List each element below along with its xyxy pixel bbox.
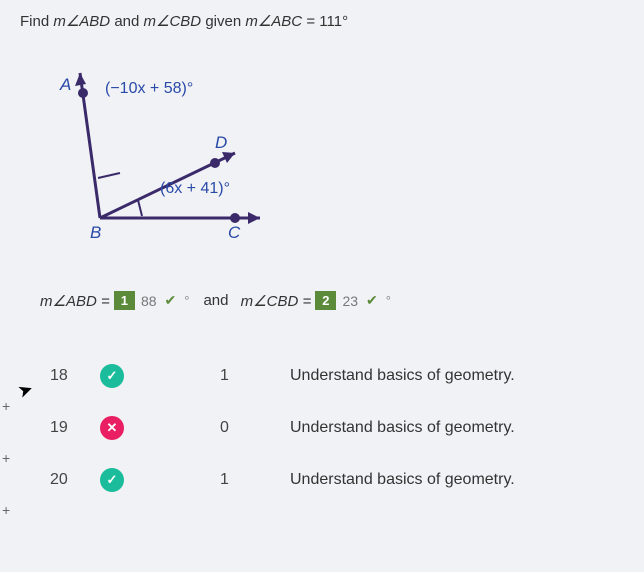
- label-b: B: [90, 223, 101, 242]
- q-value: 111°: [319, 13, 348, 30]
- angle-diagram: A B C D (−10x + 58)° (6x + 41)°: [50, 58, 290, 248]
- table-row[interactable]: 20 ✓ 1 Understand basics of geometry.: [20, 454, 624, 506]
- check-icon: ✔: [366, 292, 378, 309]
- q-eq: =: [306, 13, 315, 30]
- expand-icon[interactable]: +: [0, 432, 14, 484]
- q-angle1: m∠ABD: [53, 13, 110, 30]
- degree-symbol: °: [184, 293, 189, 308]
- score-value: 0: [220, 419, 290, 437]
- label-c: C: [228, 223, 241, 242]
- ans-val-2: 23: [342, 293, 358, 309]
- score-value: 1: [220, 367, 290, 385]
- topic-label: Understand basics of geometry.: [290, 471, 624, 489]
- ans-lhs2: m∠CBD =: [241, 292, 312, 310]
- correct-icon: ✓: [100, 468, 124, 492]
- check-icon: ✔: [165, 292, 177, 309]
- ans-num-2[interactable]: 2: [315, 291, 336, 310]
- question-number: 18: [20, 367, 100, 385]
- expand-icon[interactable]: +: [0, 484, 14, 536]
- correct-icon: ✓: [100, 364, 124, 388]
- ans-and: and: [203, 292, 228, 309]
- q-conj: and: [114, 13, 139, 30]
- q-angle2: m∠CBD: [144, 13, 202, 30]
- sidebar-controls: + + +: [0, 380, 14, 536]
- ans-num-1[interactable]: 1: [114, 291, 135, 310]
- ans-lhs1: m∠ABD =: [40, 292, 110, 310]
- q-angle3: m∠ABC: [245, 13, 302, 30]
- results-table: 18 ✓ 1 Understand basics of geometry. 19…: [20, 350, 624, 506]
- expand-icon[interactable]: +: [0, 380, 14, 432]
- question-number: 19: [20, 419, 100, 437]
- ans-val-1: 88: [141, 293, 157, 309]
- table-row[interactable]: 18 ✓ 1 Understand basics of geometry.: [20, 350, 624, 402]
- expr-abd: (−10x + 58)°: [105, 80, 193, 97]
- q-given: given: [205, 13, 241, 30]
- score-value: 1: [220, 471, 290, 489]
- label-d: D: [215, 133, 227, 152]
- q-prefix: Find: [20, 13, 49, 30]
- question-text: Find m∠ABD and m∠CBD given m∠ABC = 111°: [20, 12, 624, 30]
- topic-label: Understand basics of geometry.: [290, 367, 624, 385]
- expr-cbd: (6x + 41)°: [160, 180, 230, 197]
- table-row[interactable]: 19 ✕ 0 Understand basics of geometry.: [20, 402, 624, 454]
- degree-symbol: °: [386, 293, 391, 308]
- question-number: 20: [20, 471, 100, 489]
- label-a: A: [59, 75, 71, 94]
- incorrect-icon: ✕: [100, 416, 124, 440]
- topic-label: Understand basics of geometry.: [290, 419, 624, 437]
- answer-row: m∠ABD = 1 88 ✔ ° and m∠CBD = 2 23 ✔ °: [40, 291, 624, 310]
